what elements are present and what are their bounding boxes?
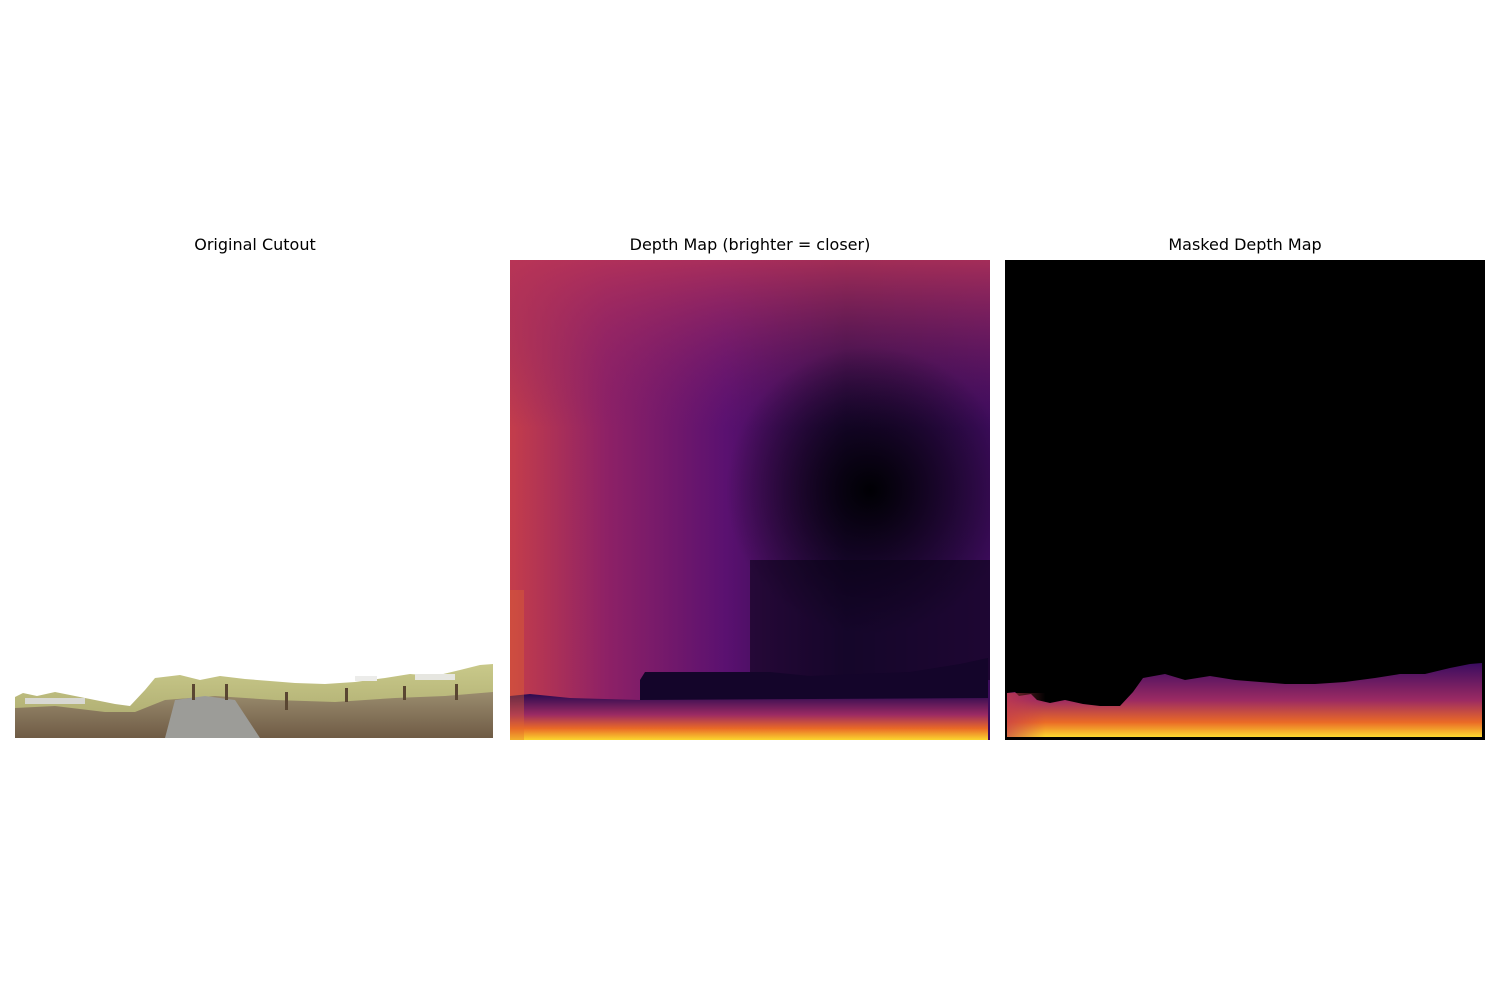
panel-title-original-cutout: Original Cutout <box>194 235 316 254</box>
panel-title-masked-depth-map: Masked Depth Map <box>1168 235 1322 254</box>
depth-map-image <box>510 260 990 740</box>
original-cutout-image <box>15 260 495 740</box>
panel-title-depth-map: Depth Map (brighter = closer) <box>629 235 871 254</box>
masked-depth-map-image <box>1005 260 1485 740</box>
